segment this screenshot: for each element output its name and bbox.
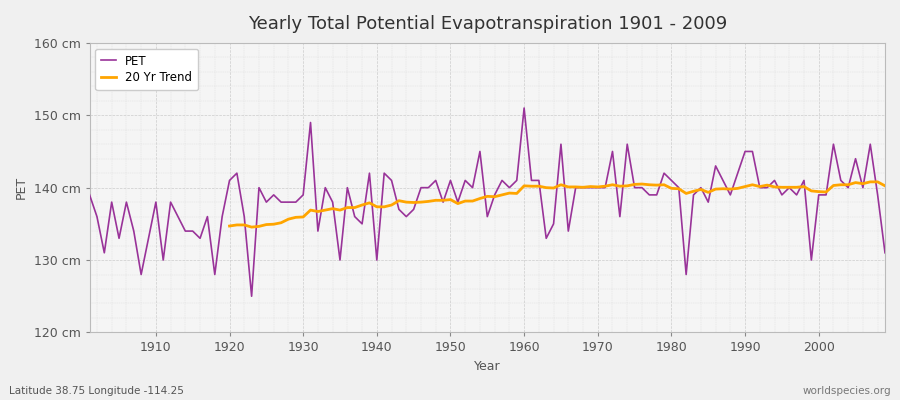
Line: PET: PET [90, 108, 885, 296]
PET [356, 222, 367, 226]
20 Yr Trend [879, 184, 890, 188]
Text: Latitude 38.75 Longitude -114.25: Latitude 38.75 Longitude -114.25 [9, 386, 184, 396]
PET [247, 294, 257, 299]
PET [518, 106, 529, 110]
Legend: PET, 20 Yr Trend: PET, 20 Yr Trend [95, 49, 198, 90]
Text: worldspecies.org: worldspecies.org [803, 386, 891, 396]
PET [534, 178, 544, 183]
X-axis label: Year: Year [474, 360, 500, 373]
20 Yr Trend [349, 205, 360, 210]
20 Yr Trend [518, 184, 529, 188]
PET [312, 229, 323, 234]
PET [526, 178, 537, 183]
20 Yr Trend [305, 208, 316, 212]
Y-axis label: PET: PET [15, 176, 28, 199]
PET [143, 236, 154, 241]
Title: Yearly Total Potential Evapotranspiration 1901 - 2009: Yearly Total Potential Evapotranspiratio… [248, 15, 727, 33]
20 Yr Trend [511, 191, 522, 196]
Line: 20 Yr Trend: 20 Yr Trend [230, 182, 885, 227]
PET [879, 250, 890, 255]
PET [622, 142, 633, 147]
20 Yr Trend [608, 182, 618, 187]
PET [85, 192, 95, 197]
